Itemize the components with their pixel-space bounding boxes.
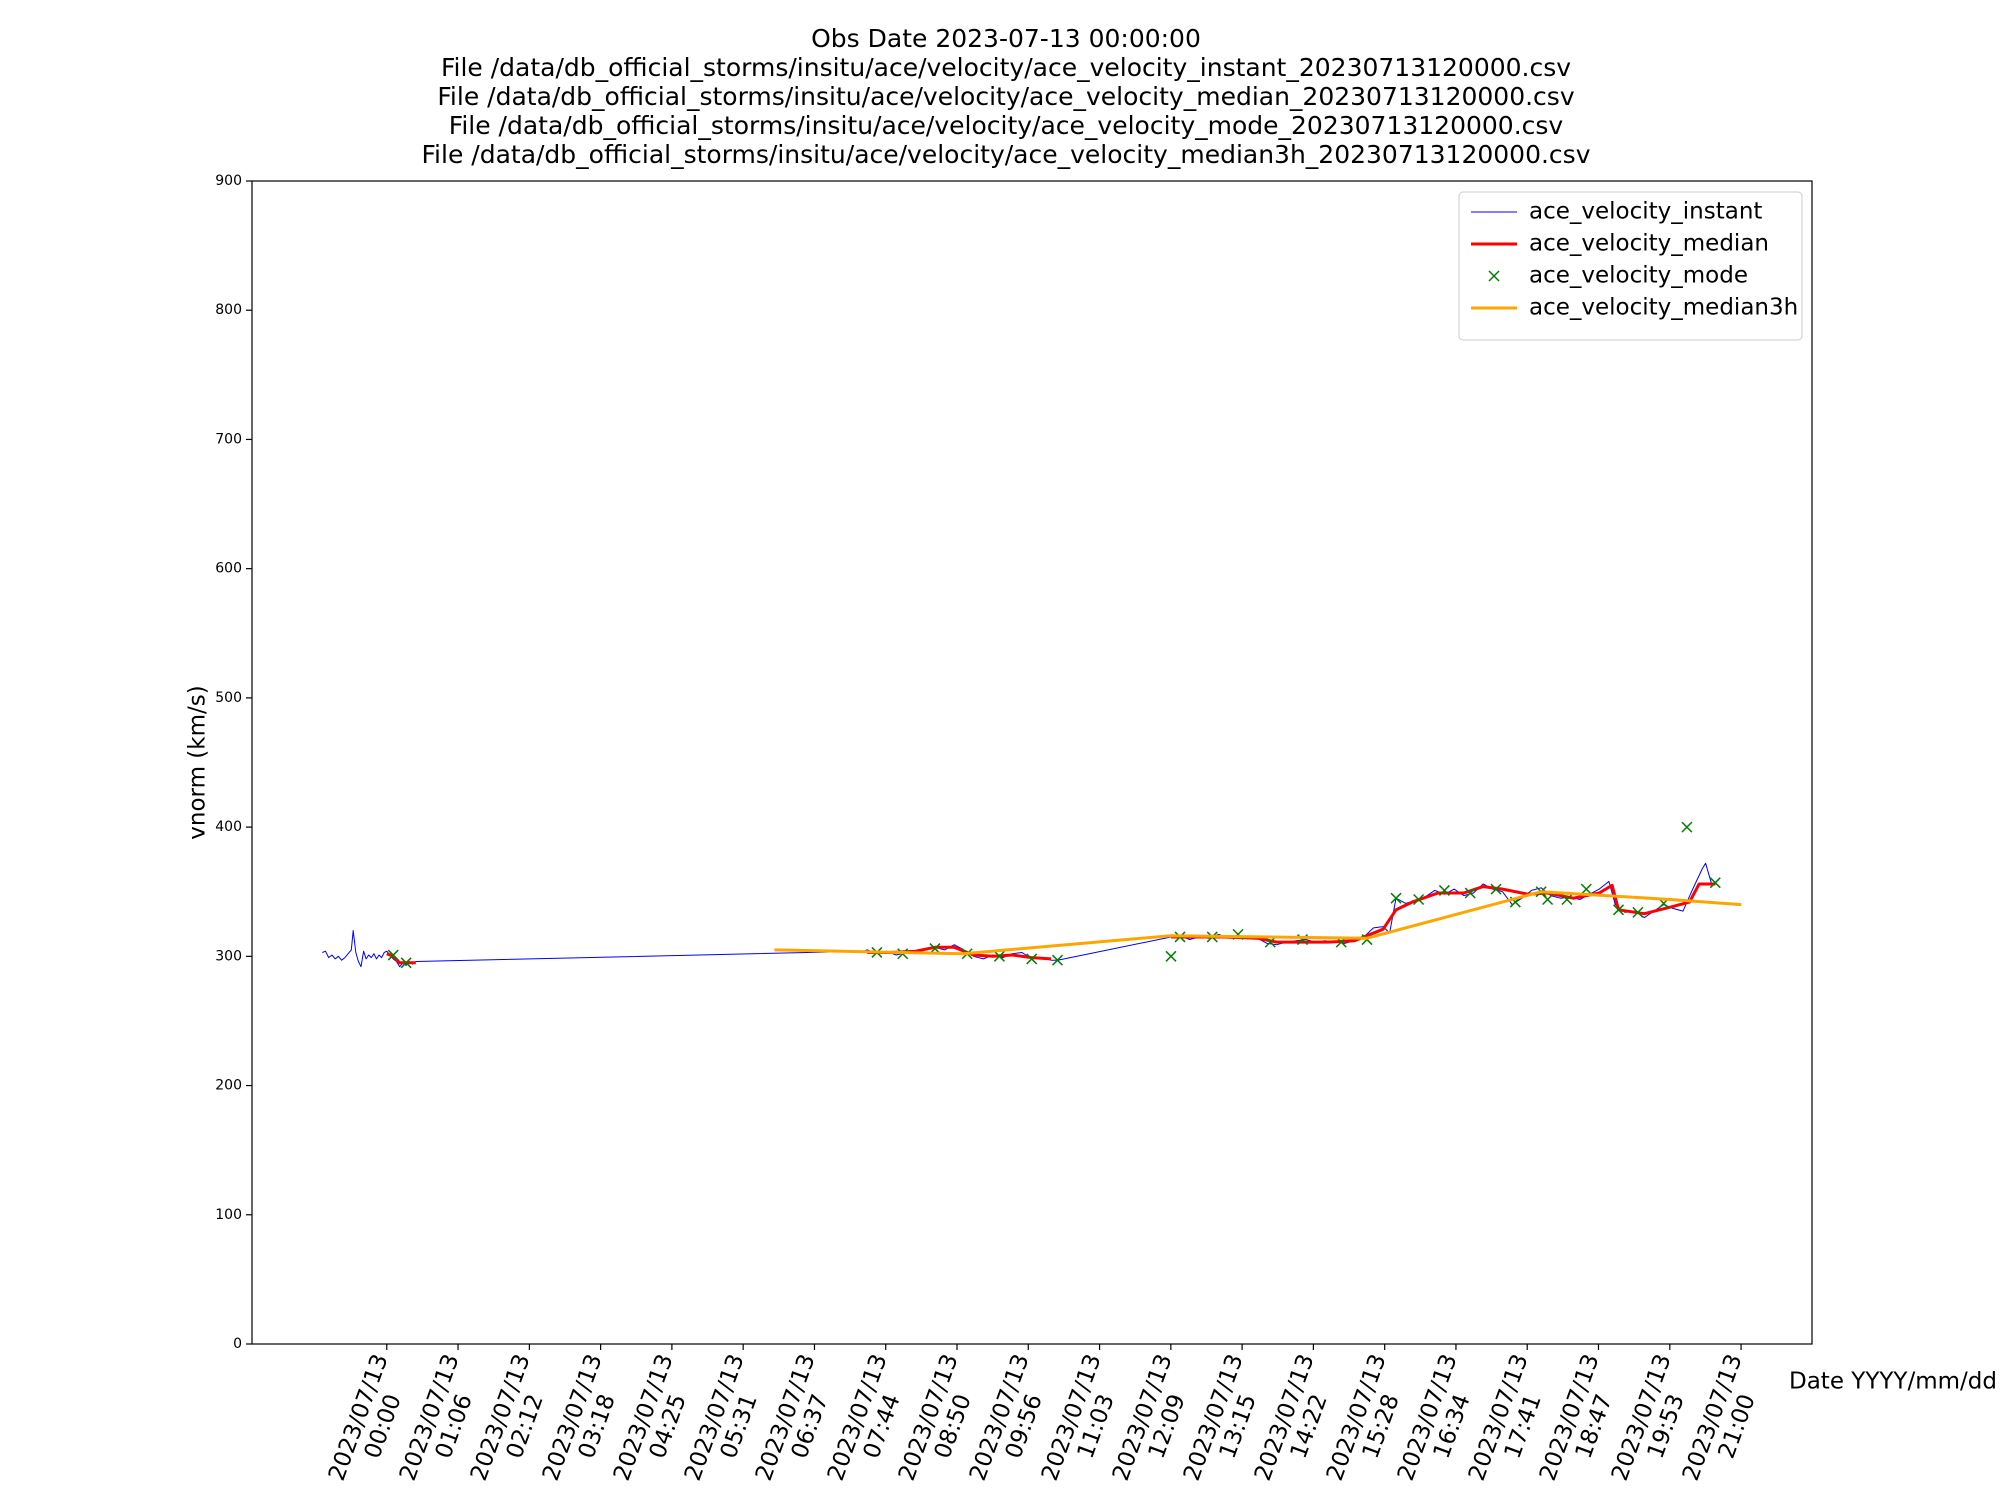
chart-title: File /data/db_official_storms/insitu/ace… <box>437 82 1574 111</box>
legend-box <box>1458 191 1803 341</box>
mode-marker <box>1165 950 1177 962</box>
mode-marker <box>1709 877 1721 889</box>
chart-title: File /data/db_official_storms/insitu/ace… <box>449 111 1564 140</box>
mode-marker <box>1632 906 1644 918</box>
y-tick-label: 500 <box>215 690 242 706</box>
y-axis-label: vnorm (km/s) <box>185 685 211 839</box>
plot-area <box>251 180 1813 1345</box>
mode-marker <box>1542 893 1554 906</box>
y-tick-label: 300 <box>215 948 242 964</box>
chart-title: File /data/db_official_storms/insitu/ace… <box>422 140 1591 169</box>
series-line <box>322 862 1716 968</box>
y-tick-label: 800 <box>215 302 242 318</box>
mode-marker <box>1438 884 1450 896</box>
legend-marker <box>1488 270 1500 282</box>
mode-marker <box>1051 954 1064 966</box>
legend-label: ace_velocity_mode <box>1529 263 1748 289</box>
mode-marker <box>1612 904 1625 916</box>
mode-marker <box>1490 883 1502 895</box>
series-line <box>386 882 1716 965</box>
mode-marker <box>1561 893 1573 906</box>
series-line <box>774 890 1742 956</box>
y-tick-label: 900 <box>215 173 242 189</box>
mode-marker <box>1464 887 1476 899</box>
y-tick-label: 0 <box>233 1336 242 1352</box>
y-tick-label: 400 <box>215 819 242 835</box>
mode-marker <box>387 949 399 961</box>
legend-label: ace_velocity_median <box>1529 231 1769 257</box>
legend-label: ace_velocity_median3h <box>1529 295 1798 321</box>
mode-marker <box>1264 936 1276 948</box>
y-tick-label: 600 <box>215 561 242 577</box>
y-tick-label: 100 <box>215 1207 242 1223</box>
mode-marker <box>1413 893 1425 906</box>
mode-marker <box>993 950 1005 962</box>
y-tick-label: 200 <box>215 1078 242 1094</box>
mode-marker <box>1390 892 1402 904</box>
mode-marker <box>1026 953 1038 965</box>
mode-marker <box>1580 883 1592 895</box>
y-tick-label: 700 <box>215 431 242 447</box>
chart-title: Obs Date 2023-07-13 00:00:00 <box>811 24 1201 53</box>
x-axis-label: Date YYYY/mm/dd <box>1789 1369 1997 1395</box>
mode-marker <box>1681 821 1693 833</box>
legend-label: ace_velocity_instant <box>1529 199 1762 225</box>
mode-marker <box>400 957 412 969</box>
chart-title: File /data/db_official_storms/insitu/ace… <box>441 53 1571 82</box>
